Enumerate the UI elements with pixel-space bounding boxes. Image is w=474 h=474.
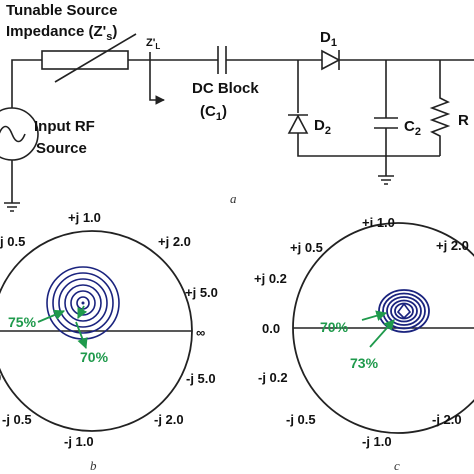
c2-label: C2 bbox=[404, 118, 421, 138]
d1-label-text: D bbox=[320, 29, 331, 46]
tick-b-left-mid: 0 bbox=[0, 370, 1, 385]
tick-c-left-lower: -j 0.2 bbox=[258, 370, 288, 385]
c2-capacitor-symbol bbox=[374, 117, 398, 129]
tick-c-lower-left: -j 0.5 bbox=[286, 412, 316, 427]
zl-label-text: Z' bbox=[146, 37, 156, 49]
rf-source-circle bbox=[0, 107, 39, 161]
d2-label-sub: 2 bbox=[325, 125, 331, 137]
tick-c-upper-left: +j 0.5 bbox=[290, 240, 323, 255]
title-line-2-sub: s bbox=[106, 31, 112, 43]
d1-label: D1 bbox=[320, 29, 337, 49]
ground-symbol bbox=[378, 175, 394, 185]
c2-label-sub: 2 bbox=[415, 126, 421, 138]
c1-capacitor-symbol bbox=[217, 46, 227, 74]
d1-diode-triangle bbox=[321, 49, 341, 71]
zl-label-sub: L bbox=[155, 42, 160, 51]
tick-b-lower-left: -j 0.5 bbox=[2, 412, 32, 427]
d2-label-text: D bbox=[314, 117, 325, 134]
pct-c-inner: 73% bbox=[350, 355, 379, 371]
title-line-1: Tunable Source bbox=[6, 2, 117, 19]
d1-label-sub: 1 bbox=[331, 37, 337, 49]
tick-c-left-upper: +j 0.2 bbox=[254, 271, 287, 286]
arrow-c-outer bbox=[361, 310, 388, 321]
smith-chart-b: 75% 70% +j 1.0 j 0.5 +j 2.0 +j 5.0 ∞ 0 -… bbox=[0, 210, 218, 473]
caption-c: c bbox=[394, 458, 400, 473]
arrow-b-outer bbox=[37, 309, 65, 323]
contour-b-3 bbox=[58, 278, 108, 328]
pct-c-outer: 70% bbox=[320, 319, 349, 335]
pct-b-outer: 75% bbox=[8, 314, 37, 330]
d2-branch-wire bbox=[297, 60, 440, 157]
arrow-b-inner-pointer bbox=[77, 305, 88, 319]
tick-b-top: +j 1.0 bbox=[68, 210, 101, 225]
pct-b-inner: 70% bbox=[80, 349, 109, 365]
dc-block-label: DC Block bbox=[192, 80, 259, 97]
tick-c-top: +i 1.0 bbox=[362, 215, 395, 230]
caption-b: b bbox=[90, 458, 97, 473]
tick-c-upper-right: +j 2.0 bbox=[436, 238, 469, 253]
tick-b-infinity: ∞ bbox=[196, 325, 205, 340]
title-line-2-end: ) bbox=[112, 23, 117, 40]
tick-b-lower-right: -j 2.0 bbox=[154, 412, 184, 427]
tunable-arrow-line bbox=[54, 33, 137, 83]
zl-label: Z'L bbox=[146, 37, 160, 51]
dc-block-sub-label: (C1) bbox=[200, 103, 227, 123]
smith-chart-c: 70% 73% +i 1.0 +j 0.5 +j 2.0 +j 0.2 0.0 … bbox=[254, 215, 474, 473]
dc-block-paren: (C bbox=[200, 103, 216, 120]
tick-c-lower-right: -j 2.0 bbox=[432, 412, 462, 427]
zl-reference-arrow bbox=[149, 52, 165, 105]
source-label: Source bbox=[36, 140, 87, 157]
rl-label: R bbox=[458, 112, 469, 129]
tick-c-left-mid: 0.0 bbox=[262, 321, 280, 336]
contour-b-4 bbox=[64, 284, 102, 322]
input-rf-label: Input RF bbox=[34, 118, 95, 135]
contour-c-4 bbox=[390, 299, 418, 323]
tick-b-bottom: -j 1.0 bbox=[64, 434, 94, 449]
caption-a: a bbox=[230, 191, 237, 206]
d2-label: D2 bbox=[314, 117, 331, 137]
tick-b-upper-right: +j 2.0 bbox=[158, 234, 191, 249]
tunable-impedance-box bbox=[41, 50, 129, 70]
title-line-2: Impedance (Z's) bbox=[6, 23, 117, 43]
rl-resistor-symbol bbox=[429, 60, 451, 156]
title-line-2-text: Impedance (Z' bbox=[6, 23, 106, 40]
tick-b-right-upper: +j 5.0 bbox=[185, 285, 218, 300]
tick-b-upper-left: j 0.5 bbox=[0, 234, 25, 249]
left-wire bbox=[11, 59, 42, 203]
tick-c-bottom: -j 1.0 bbox=[362, 434, 392, 449]
c2-label-text: C bbox=[404, 118, 415, 135]
dc-block-end: ) bbox=[222, 103, 227, 120]
d2-diode-triangle bbox=[287, 114, 309, 134]
arrow-b-inner bbox=[75, 321, 88, 350]
contour-b-2 bbox=[52, 272, 114, 334]
contour-b-center bbox=[81, 301, 85, 305]
source-ground-symbol bbox=[4, 202, 20, 212]
circuit-schematic: Tunable Source Impedance (Z's) Z'L DC Bl… bbox=[0, 2, 474, 212]
dc-block-sub: 1 bbox=[216, 111, 222, 123]
tick-b-right-lower: -j 5.0 bbox=[186, 371, 216, 386]
sine-wave-icon bbox=[0, 125, 26, 143]
arrow-c-inner bbox=[369, 319, 395, 348]
contour-c-center bbox=[396, 302, 412, 320]
